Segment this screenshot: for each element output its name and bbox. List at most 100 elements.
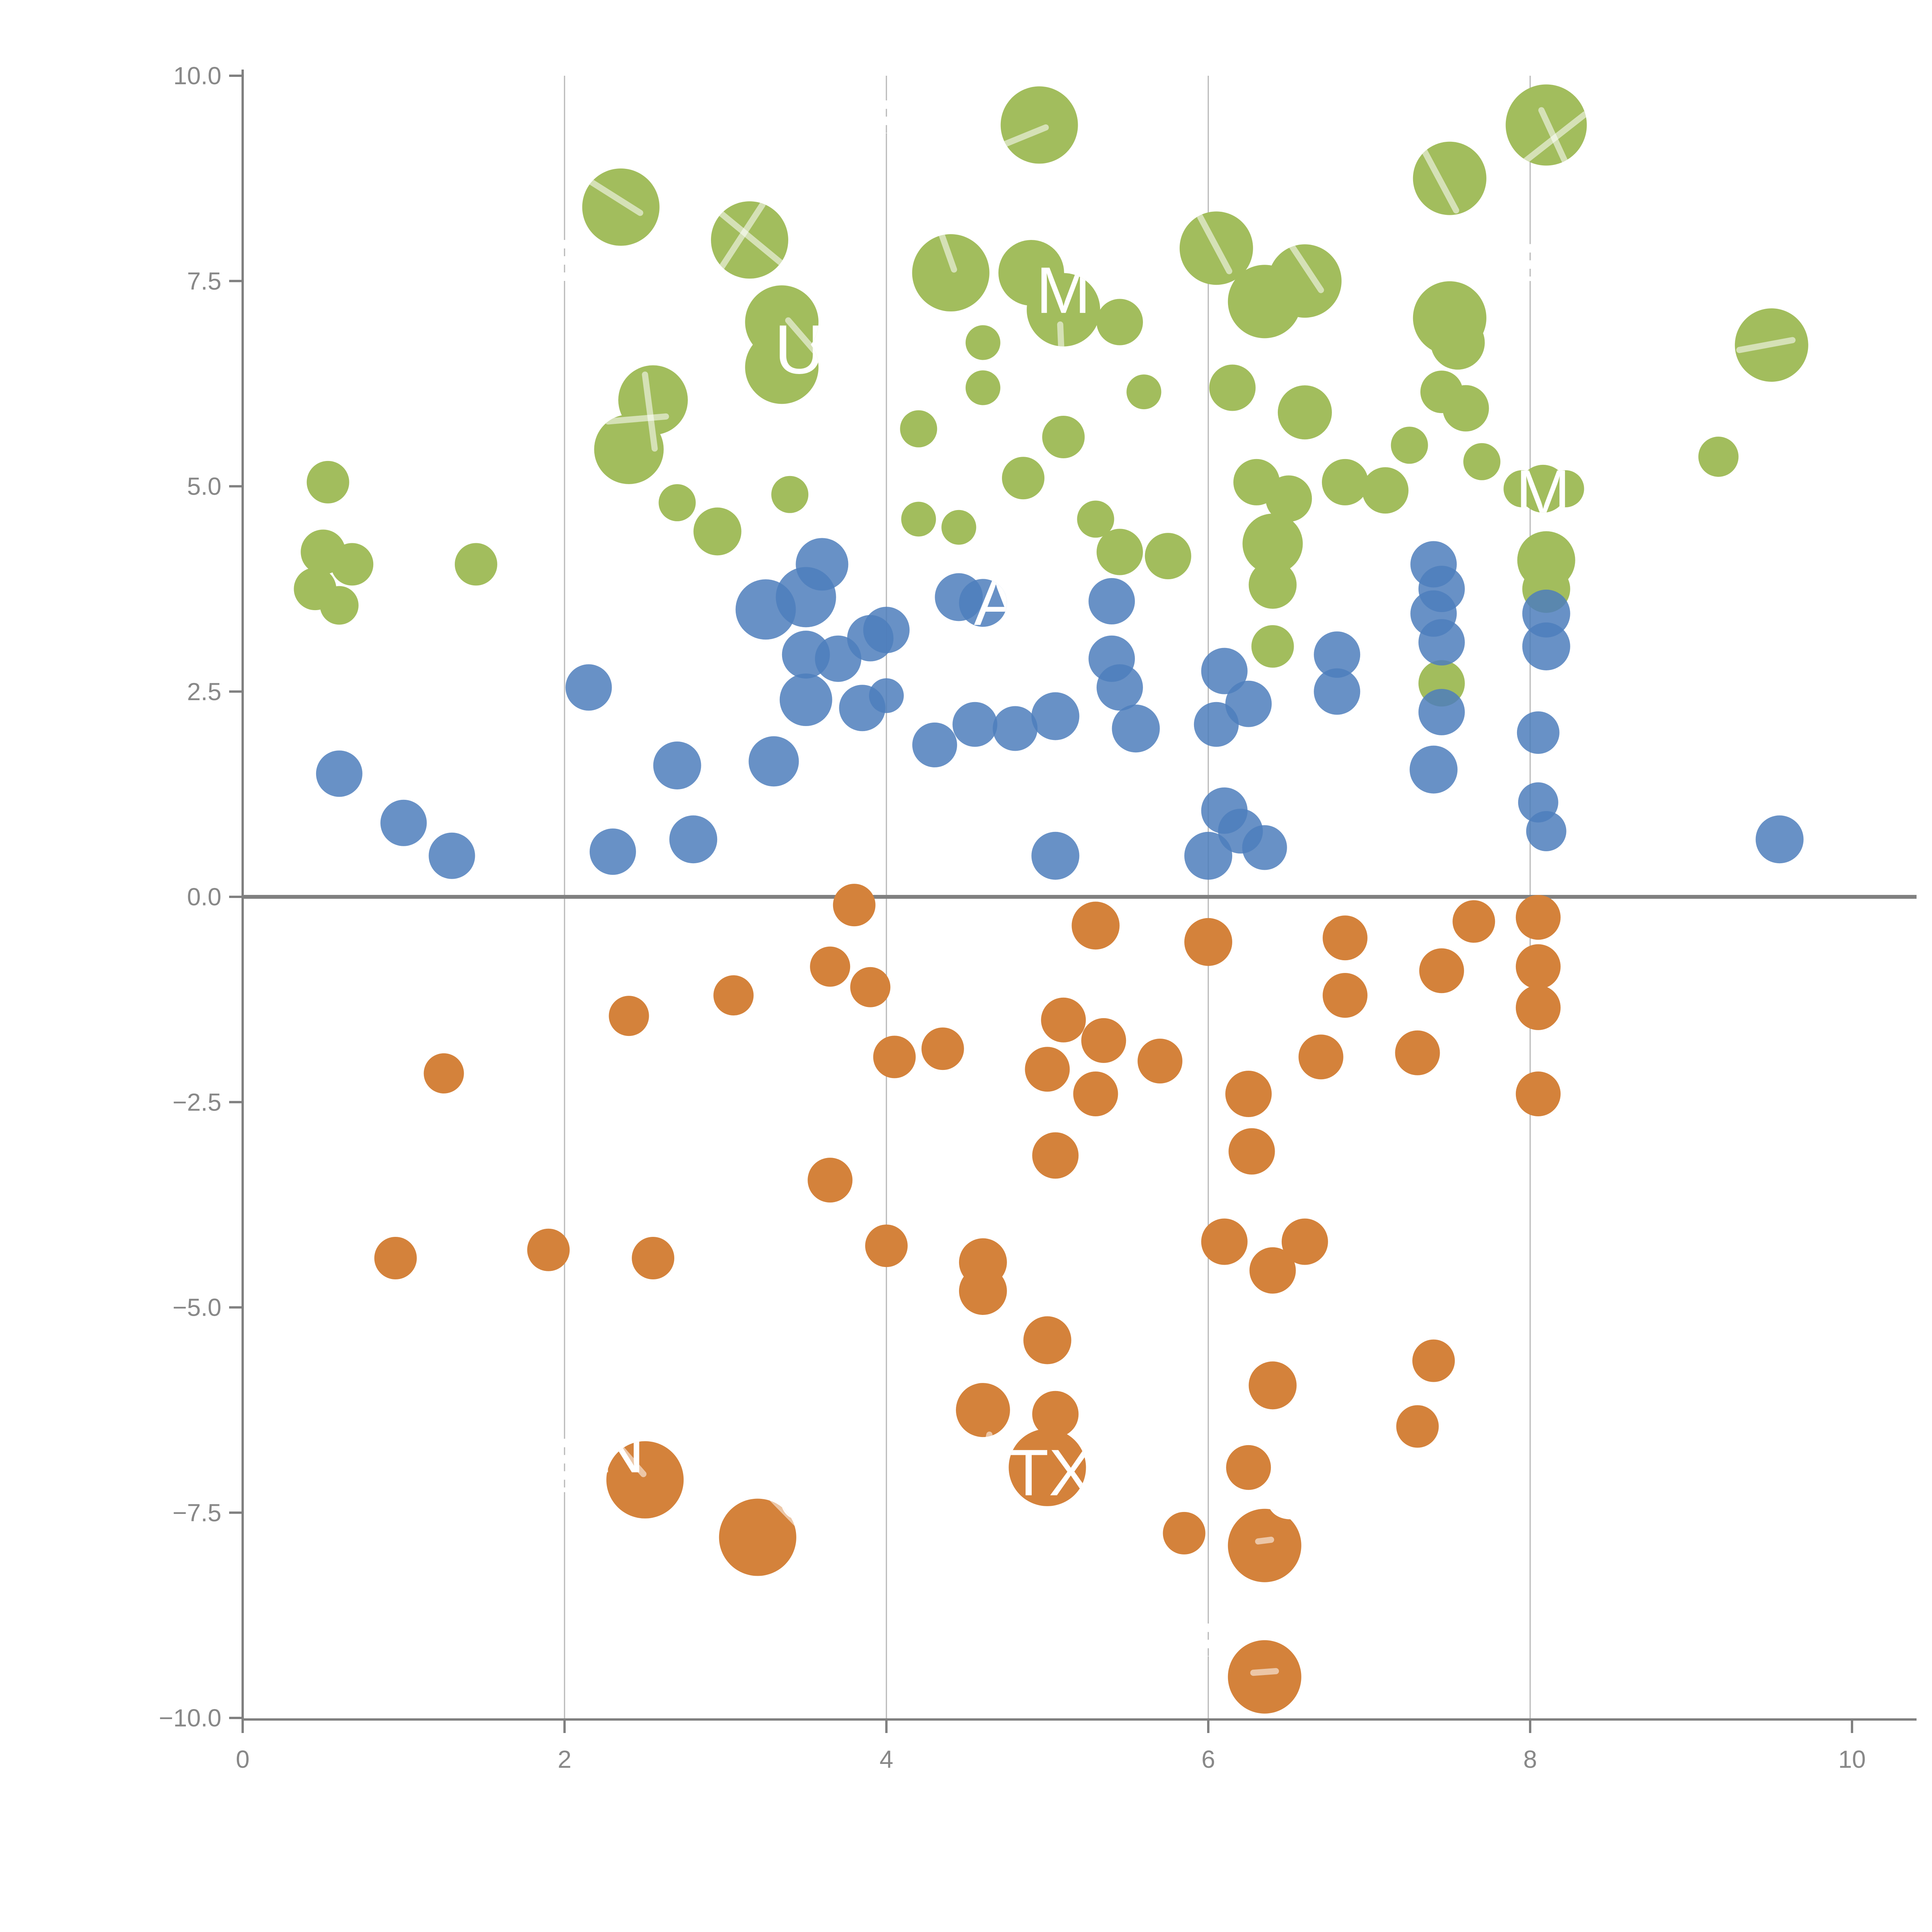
x-tick-label: 10: [1838, 1745, 1866, 1773]
data-point-blue: [1410, 745, 1458, 794]
data-point-orange: [1071, 901, 1120, 950]
data-point-green: [1268, 244, 1342, 318]
data-point-orange: [1249, 1247, 1296, 1294]
data-point-orange: [1228, 1509, 1301, 1582]
data-point-blue: [863, 607, 910, 653]
data-point-orange: [1515, 1071, 1561, 1116]
data-point-blue: [1755, 815, 1804, 864]
data-point-green: [1242, 514, 1303, 574]
data-point-orange: [1201, 1218, 1248, 1265]
data-point-green: [1042, 416, 1085, 458]
data-point-blue: [1096, 664, 1143, 711]
point-label-U: U: [774, 311, 825, 388]
data-point-green: [1698, 437, 1739, 477]
series-blue: [316, 538, 1804, 880]
data-point-green: [1248, 561, 1297, 609]
y-tick-label: 5.0: [187, 473, 221, 500]
data-point-green: [1265, 475, 1312, 522]
point-label-M: M: [1516, 457, 1571, 530]
data-point-green: [1362, 467, 1409, 514]
slash-mark: [1057, 321, 1065, 365]
data-point-green: [1391, 427, 1428, 464]
slash-mark: [642, 371, 658, 452]
data-point-orange: [1023, 1316, 1071, 1364]
data-point-orange: [1228, 1128, 1275, 1175]
data-point-blue: [1526, 811, 1566, 851]
data-point-orange: [609, 996, 649, 1036]
series-orange: [374, 884, 1561, 1714]
gridline-dash-breaks: [563, 100, 1532, 1656]
data-point-blue: [1314, 668, 1361, 715]
data-point-green: [331, 543, 374, 586]
slash-mark: [973, 1431, 993, 1495]
data-point-orange: [833, 884, 876, 927]
data-point-green: [1277, 385, 1332, 440]
data-point-orange: [1228, 1640, 1301, 1714]
data-point-blue: [1112, 704, 1160, 753]
data-point-blue: [1184, 832, 1232, 880]
data-point-blue: [380, 799, 427, 846]
y-tick-label: 10.0: [173, 62, 221, 90]
data-point-blue: [1418, 689, 1465, 735]
data-point-blue: [429, 832, 475, 879]
data-point-blue: [779, 673, 832, 726]
data-point-orange: [959, 1267, 1007, 1315]
data-point-orange: [1138, 1039, 1183, 1083]
data-point-green: [965, 325, 1000, 360]
data-point-orange: [423, 1053, 464, 1094]
data-point-blue: [1517, 711, 1560, 754]
y-tick-label: 0.0: [187, 883, 221, 911]
data-point-green: [771, 476, 809, 513]
data-point-green: [941, 510, 976, 545]
data-point-orange: [1419, 948, 1464, 993]
x-tick-label: 6: [1201, 1745, 1215, 1773]
data-point-orange: [850, 967, 891, 1007]
data-point-green: [1322, 459, 1369, 505]
data-point-green: [1027, 273, 1100, 347]
series-green: [294, 84, 1808, 707]
data-point-blue: [565, 664, 612, 711]
data-point-green: [1002, 457, 1045, 500]
data-point-blue: [669, 815, 718, 864]
data-point-green: [693, 507, 742, 556]
data-point-orange: [1323, 973, 1368, 1018]
data-point-orange: [1515, 944, 1561, 989]
point-label-O: O: [777, 1461, 828, 1534]
y-tick-label: 7.5: [187, 267, 221, 295]
slash-mark: [711, 201, 766, 282]
data-point-green: [306, 461, 349, 503]
data-point-green: [1209, 364, 1256, 411]
y-tick-label: 2.5: [187, 678, 221, 706]
data-point-blue: [748, 736, 799, 787]
data-point-orange: [1009, 1429, 1086, 1506]
data-point-green: [320, 586, 359, 625]
data-point-orange: [1395, 1030, 1440, 1075]
data-point-orange: [956, 1383, 1010, 1437]
data-point-green: [658, 484, 696, 521]
data-point-orange: [1298, 1034, 1344, 1080]
x-tick-label: 0: [236, 1745, 250, 1773]
y-tick-label: −5.0: [173, 1294, 221, 1321]
point-label-N: N: [597, 1413, 645, 1486]
data-point-green: [1145, 533, 1191, 580]
data-point-blue: [1031, 692, 1080, 740]
data-point-blue: [1242, 825, 1287, 870]
data-point-orange: [1452, 900, 1495, 943]
slash-mark: [1255, 1536, 1274, 1545]
data-point-green: [1547, 470, 1584, 507]
data-point-orange: [1041, 997, 1086, 1043]
data-point-green: [1096, 529, 1143, 575]
data-point-blue: [959, 579, 1007, 627]
point-label-C: C: [1262, 1452, 1315, 1534]
data-point-orange: [374, 1237, 417, 1279]
data-point-orange: [810, 946, 850, 987]
data-point-orange: [1248, 1361, 1297, 1410]
data-point-green: [1463, 443, 1501, 480]
data-point-blue: [653, 742, 701, 789]
slash-mark: [1419, 144, 1459, 214]
data-point-orange: [1025, 1047, 1070, 1092]
data-point-blue: [1088, 578, 1135, 624]
data-point-orange: [873, 1036, 916, 1078]
data-point-orange: [713, 975, 754, 1015]
data-point-orange: [1515, 985, 1561, 1030]
